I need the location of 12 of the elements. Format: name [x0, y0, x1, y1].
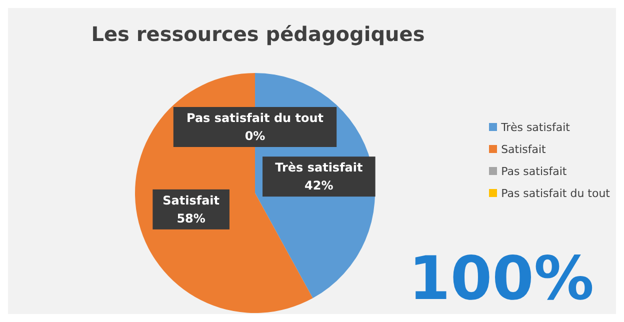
- legend-label: Très satisfait: [500, 120, 571, 136]
- slice-label: Très satisfait: [275, 160, 364, 175]
- category-label: Pas satisfait du tout: [186, 111, 324, 125]
- data-label: 42%: [304, 178, 334, 193]
- legend-label: Pas satisfait: [500, 164, 568, 180]
- text: 100%: [408, 244, 594, 314]
- text: 0%: [244, 129, 266, 143]
- slice-label: Satisfait: [162, 193, 220, 208]
- legend-label: Pas satisfait du tout: [500, 186, 610, 202]
- legend-label: Satisfait: [500, 142, 547, 158]
- data-label: 58%: [176, 211, 206, 226]
- chart-title: Les ressources pédagogiques: [90, 22, 426, 46]
